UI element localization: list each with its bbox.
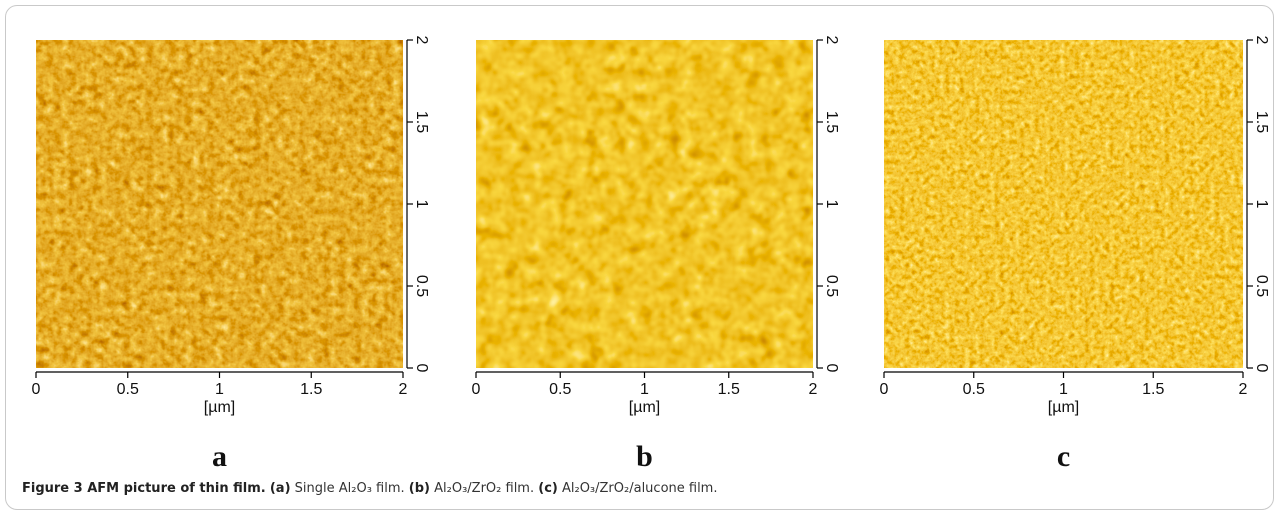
y-tick-label: 0 <box>413 364 430 373</box>
figure-frame <box>5 5 1274 510</box>
panel-letter: b <box>636 440 653 470</box>
afm-image <box>36 40 403 368</box>
caption-item-label: (c) <box>538 481 558 496</box>
x-tick-label: 1.5 <box>718 381 740 398</box>
y-tick-label: 1 <box>413 200 430 209</box>
panel-letter: c <box>1057 440 1070 470</box>
y-tick-label: 1.5 <box>823 111 840 133</box>
x-tick-label: 1.5 <box>1142 381 1164 398</box>
x-tick-label: 2 <box>399 381 408 398</box>
x-tick-label: 1.5 <box>300 381 322 398</box>
y-tick-label: 0 <box>823 364 840 373</box>
y-tick-label: 0.5 <box>413 275 430 297</box>
caption-item-text: Al₂O₃/ZrO₂/alucone film. <box>561 481 718 496</box>
y-tick-label: 2 <box>413 36 430 45</box>
caption-title: Figure 3 AFM picture of thin film. <box>22 481 266 496</box>
y-tick-label: 1 <box>823 200 840 209</box>
x-axis-label: [µm] <box>204 399 235 416</box>
caption: Figure 3 AFM picture of thin film. (a) S… <box>22 481 717 496</box>
x-tick-label: 0.5 <box>117 381 139 398</box>
y-tick-label: 1.5 <box>1253 111 1270 133</box>
y-tick-label: 0.5 <box>1253 275 1270 297</box>
y-tick-label: 2 <box>1253 36 1270 45</box>
x-tick-label: 1 <box>1059 381 1068 398</box>
x-tick-label: 2 <box>1239 381 1248 398</box>
caption-item-text: Single Al₂O₃ film. <box>294 481 405 496</box>
x-axis-label: [µm] <box>1048 399 1079 416</box>
caption-item-label: (b) <box>408 481 430 496</box>
y-tick-label: 1.5 <box>413 111 430 133</box>
y-tick-label: 2 <box>823 36 840 45</box>
y-tick-label: 1 <box>1253 200 1270 209</box>
y-tick-label: 0 <box>1253 364 1270 373</box>
x-tick-label: 0 <box>472 381 481 398</box>
x-tick-label: 0 <box>32 381 41 398</box>
x-tick-label: 0.5 <box>963 381 985 398</box>
panel-letter: a <box>212 440 227 470</box>
x-tick-label: 0 <box>880 381 889 398</box>
x-tick-label: 2 <box>809 381 818 398</box>
x-tick-label: 1 <box>215 381 224 398</box>
caption-item-label: (a) <box>269 481 291 496</box>
afm-image <box>884 40 1243 368</box>
afm-image <box>476 40 813 368</box>
x-tick-label: 1 <box>640 381 649 398</box>
y-tick-label: 0.5 <box>823 275 840 297</box>
caption-item-text: Al₂O₃/ZrO₂ film. <box>434 481 535 496</box>
x-axis-label: [µm] <box>629 399 660 416</box>
x-tick-label: 0.5 <box>549 381 571 398</box>
figure: 0 0.5 1 1.5 200.511.52[µm]a0 0.5 1 1.5 200.511.5… <box>32 36 1270 470</box>
